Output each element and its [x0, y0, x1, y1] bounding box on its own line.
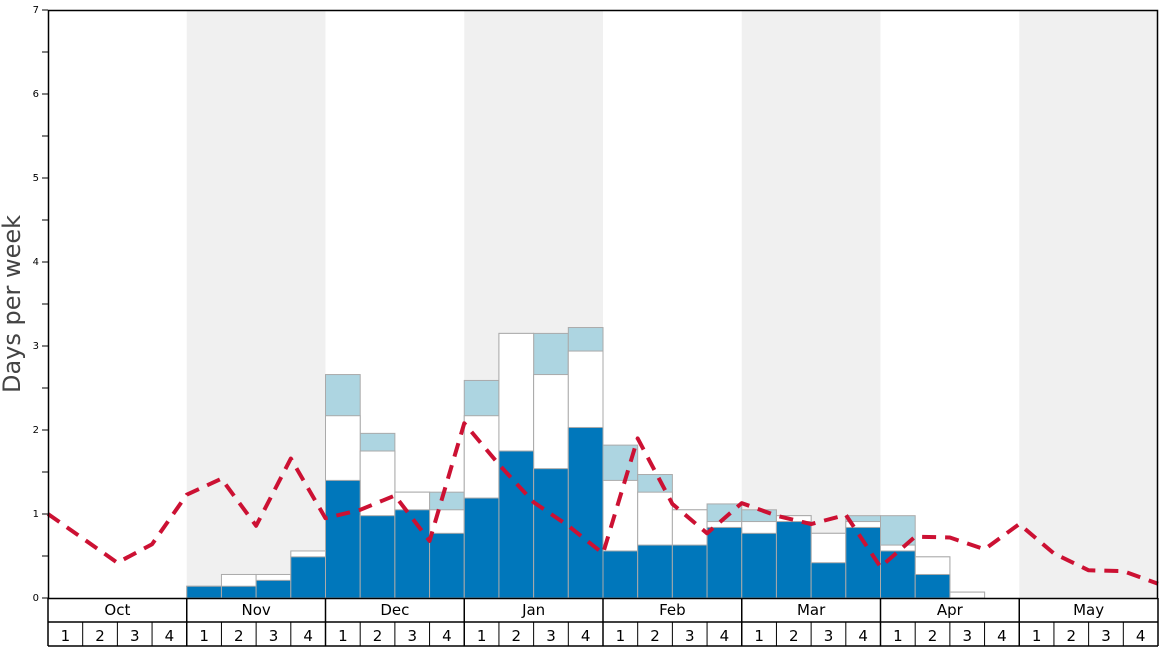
month-label-feb: Feb: [659, 601, 686, 619]
y-axis-label: Days per week: [0, 215, 26, 393]
month-label-oct: Oct: [104, 601, 130, 619]
week-label: 2: [928, 627, 938, 645]
week-label: 3: [269, 627, 279, 645]
week-label: 1: [616, 627, 626, 645]
bar-dark-18: [671, 544, 708, 599]
y-tick-label: 2: [33, 425, 39, 436]
bar-dark-9: [359, 515, 396, 599]
week-label: 1: [61, 627, 71, 645]
month-label-nov: Nov: [241, 601, 270, 619]
week-label: 4: [442, 627, 452, 645]
month-shade-nov: [186, 10, 326, 598]
month-shade-may: [1019, 10, 1158, 598]
week-label: 3: [130, 627, 140, 645]
month-label-dec: Dec: [380, 601, 409, 619]
bar-dark-16: [602, 550, 639, 599]
week-label: 3: [685, 627, 695, 645]
bar-dark-10: [394, 509, 431, 599]
y-tick-label: 5: [33, 173, 39, 184]
bar-dark-17: [637, 544, 673, 599]
bar-dark-21: [775, 521, 812, 599]
week-label: 3: [962, 627, 972, 645]
bar-dark-11: [429, 532, 465, 599]
week-label: 1: [893, 627, 903, 645]
bars: [186, 327, 986, 599]
month-shade-mar: [741, 10, 881, 598]
week-label: 3: [1101, 627, 1111, 645]
bar-dark-13: [498, 450, 535, 599]
week-label: 2: [95, 627, 105, 645]
week-label: 1: [754, 627, 764, 645]
trend-line-path: [46, 421, 1159, 586]
bar-dark-14: [533, 468, 569, 599]
week-label: 1: [199, 627, 209, 645]
bar-dark-19: [706, 526, 743, 599]
y-tick-label: 4: [33, 257, 39, 268]
week-label: 3: [407, 627, 417, 645]
bar-dark-7: [290, 556, 326, 599]
week-label: 4: [858, 627, 868, 645]
week-label: 1: [477, 627, 487, 645]
month-label-apr: Apr: [937, 601, 964, 619]
bar-dark-22: [810, 562, 847, 599]
bar-dark-20: [741, 532, 777, 599]
bar-dark-6: [255, 579, 292, 599]
week-label: 4: [581, 627, 591, 645]
x-axis: Oct 1 2 3 4 Nov 1 2 3 4 Dec 1 2 3 4 Jan 1 2 3 4 Feb 1 2 3 4 Mar 1 2…: [47, 598, 1159, 647]
week-label: 1: [1032, 627, 1042, 645]
week-label: 2: [512, 627, 522, 645]
week-label: 4: [720, 627, 730, 645]
week-label: 2: [1067, 627, 1077, 645]
week-label: 4: [997, 627, 1007, 645]
week-label: 2: [373, 627, 383, 645]
bar-dark-15: [567, 426, 604, 599]
y-tick-label: 0: [33, 593, 39, 604]
month-label-mar: Mar: [797, 601, 826, 619]
bar-dark-12: [463, 497, 500, 599]
y-tick-label: 3: [33, 341, 39, 352]
bar-dark-4: [186, 585, 222, 599]
week-label: 4: [303, 627, 313, 645]
bar-white-26: [949, 591, 986, 599]
bar-dark-25: [914, 573, 951, 599]
week-label: 4: [1136, 627, 1146, 645]
bar-dark-5: [220, 585, 257, 599]
trend-line: [46, 421, 1159, 586]
week-label: 3: [546, 627, 556, 645]
month-label-may: May: [1073, 601, 1104, 619]
y-tick-label: 7: [33, 5, 39, 16]
month-shading: [186, 10, 1158, 598]
bar-dark-24: [880, 550, 916, 599]
week-label: 2: [789, 627, 799, 645]
y-tick-label: 6: [33, 89, 39, 100]
week-label: 4: [165, 627, 175, 645]
y-axis: 0 1 2 3 4 5 6 7: [33, 5, 48, 604]
week-label: 2: [650, 627, 660, 645]
week-label: 3: [824, 627, 834, 645]
month-label-jan: Jan: [521, 601, 545, 619]
week-label: 2: [234, 627, 244, 645]
week-label: 1: [338, 627, 348, 645]
y-tick-label: 1: [33, 509, 39, 520]
bar-dark-8: [325, 479, 361, 599]
